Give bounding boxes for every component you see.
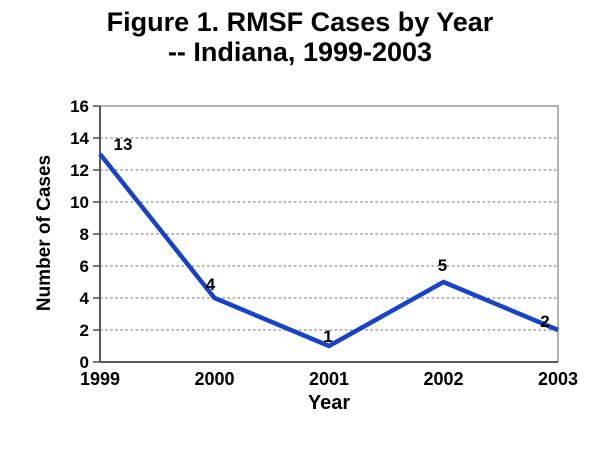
chart-title: Figure 1. RMSF Cases by Year -- Indiana,… xyxy=(0,7,600,67)
chart-title-line2: -- Indiana, 1999-2003 xyxy=(167,37,433,67)
x-axis-title: Year xyxy=(307,392,351,414)
y-axis-title: Number of Cases xyxy=(34,154,55,312)
y-tick-label: 2 xyxy=(80,321,89,340)
data-point-label: 2 xyxy=(540,312,549,331)
data-point-label: 4 xyxy=(206,275,216,294)
x-tick-label: 2001 xyxy=(309,369,349,389)
x-tick-label: 1999 xyxy=(80,369,120,389)
y-tick-label: 0 xyxy=(80,353,89,372)
y-tick-label: 4 xyxy=(80,289,90,308)
y-tick-label: 10 xyxy=(70,193,89,212)
data-point-label: 13 xyxy=(114,135,133,154)
x-tick-label: 2000 xyxy=(194,369,234,389)
data-line-series xyxy=(98,152,559,349)
y-tick-label: 6 xyxy=(80,257,89,276)
y-tick-label: 14 xyxy=(70,129,89,148)
chart-title-line1: Figure 1. RMSF Cases by Year xyxy=(106,7,494,37)
y-tick-label: 16 xyxy=(70,97,89,116)
data-point-label: 5 xyxy=(438,256,447,275)
y-tick-label: 12 xyxy=(70,161,89,180)
x-tick-label: 2002 xyxy=(423,369,463,389)
data-point-label: 1 xyxy=(323,327,332,346)
y-tick-label: 8 xyxy=(80,225,89,244)
x-tick-label: 2003 xyxy=(538,369,578,389)
